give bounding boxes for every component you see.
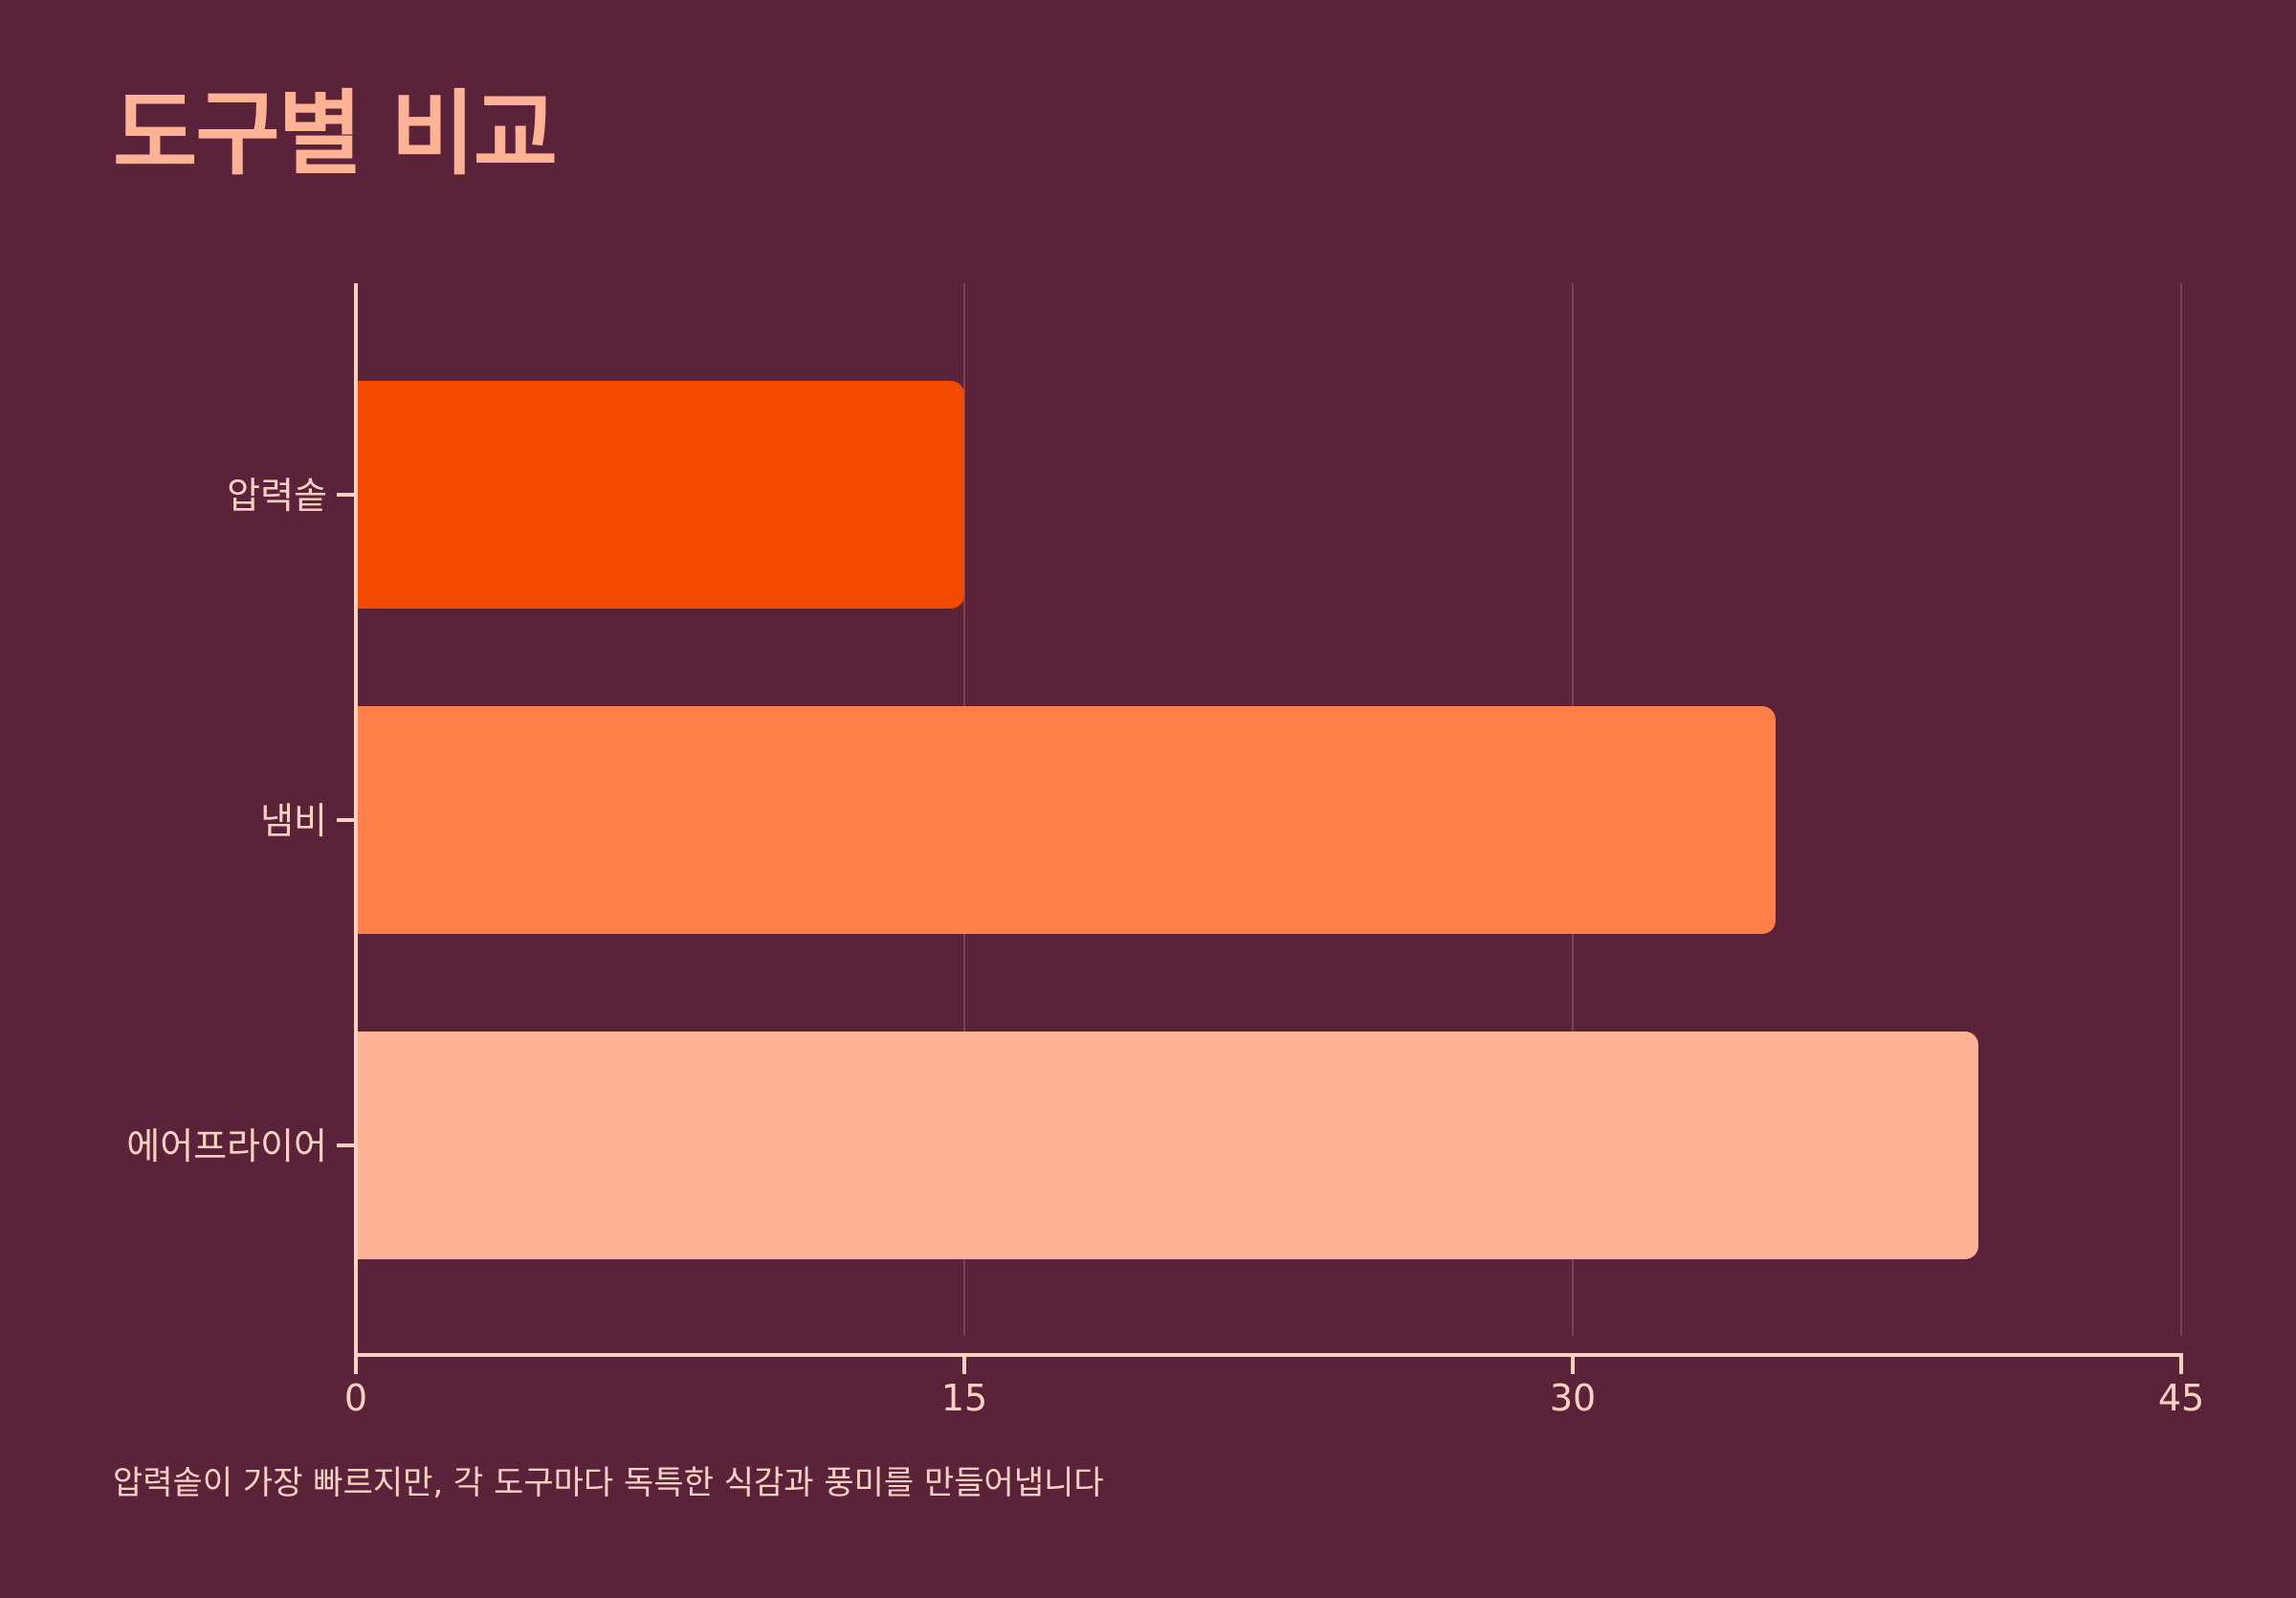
bar — [356, 381, 964, 609]
x-tick-label: 30 — [1550, 1377, 1596, 1419]
bar — [356, 706, 1776, 934]
x-tick-label: 0 — [344, 1377, 367, 1419]
chart-title: 도구별 비교 — [113, 80, 558, 188]
bar-left-edge — [356, 381, 375, 609]
x-tick-label: 15 — [941, 1377, 987, 1419]
chart-footnote: 압력솥이 가장 빠르지만, 각 도구마다 독특한 식감과 풍미를 만들어냅니다 — [113, 1464, 1104, 1502]
category-label: 에어프라이어 — [126, 1125, 327, 1167]
bar — [356, 1032, 1978, 1259]
bar-left-edge — [356, 706, 375, 934]
category-label: 압력솥 — [227, 475, 327, 517]
x-tick-label: 45 — [2158, 1377, 2204, 1419]
category-label: 냄비 — [260, 800, 327, 842]
bar-left-edge — [356, 1032, 375, 1259]
